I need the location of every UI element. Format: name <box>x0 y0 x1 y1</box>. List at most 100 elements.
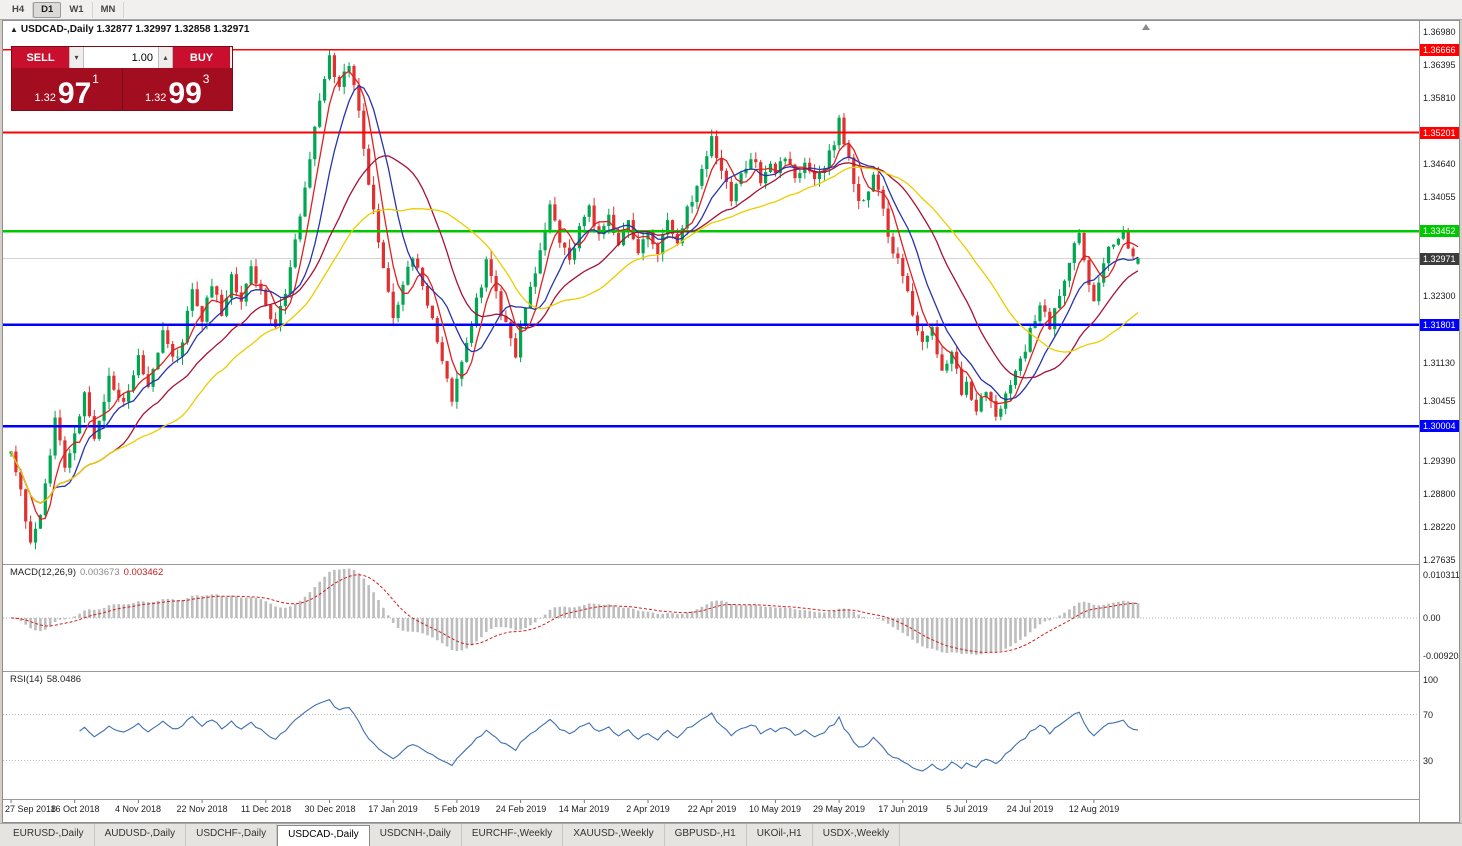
chart-title: ▲ USDCAD-,Daily 1.32877 1.32997 1.32858 1… <box>10 24 249 35</box>
level-price-label: 1.30004 <box>1420 420 1459 432</box>
rsi-line <box>79 698 1139 772</box>
sell-price-pip: 1 <box>92 72 99 86</box>
x-axis-label: 11 Dec 2018 <box>240 804 292 814</box>
price-axis-label: 1.28800 <box>1423 489 1456 499</box>
price-axis[interactable]: 1.36980 1.36395 1.35810 1.34640 1.34055 1.323… <box>1419 21 1460 822</box>
x-axis-label: 14 Mar 2019 <box>558 804 610 814</box>
chart-plot[interactable] <box>3 21 1419 822</box>
timeframe-button-w1[interactable]: W1 <box>61 1 93 18</box>
macd-axis-label: 0.010311 <box>1423 570 1460 580</box>
chart-tab-usdcnh-daily[interactable]: USDCNH-,Daily <box>370 824 462 846</box>
main-macd-divider <box>3 564 1459 565</box>
x-axis-label: 10 May 2019 <box>748 804 802 814</box>
collapse-icon[interactable]: ▲ <box>10 25 18 34</box>
x-axis-label: 5 Feb 2019 <box>434 804 480 814</box>
buy-price[interactable]: 1.32 99 3 <box>123 68 233 110</box>
volume-input[interactable] <box>84 47 158 68</box>
x-axis-label: 24 Feb 2019 <box>495 804 547 814</box>
level-price-label: 1.33452 <box>1420 225 1459 237</box>
caret-down-icon: ▾ <box>74 53 79 62</box>
volume-decrease-button[interactable]: ▾ <box>69 47 84 68</box>
sell-price[interactable]: 1.32 97 1 <box>12 68 122 110</box>
shift-marker-icon <box>1142 24 1150 30</box>
rsi-value: 58.0486 <box>46 674 82 685</box>
macd-axis-label: 0.00 <box>1423 613 1441 623</box>
chart-tab-xauusd-weekly[interactable]: XAUUSD-,Weekly <box>563 824 665 846</box>
chart-tab-eurchf-weekly[interactable]: EURCHF-,Weekly <box>462 824 564 846</box>
chart-ohlc: 1.32877 1.32997 1.32858 1.32971 <box>96 24 250 35</box>
x-axis-label: 22 Nov 2018 <box>176 804 228 814</box>
rsi-axis-label: 30 <box>1423 756 1434 766</box>
chart-tab-gbpusd-h1[interactable]: GBPUSD-,H1 <box>665 824 747 846</box>
caret-up-icon: ▴ <box>163 53 168 62</box>
x-axis-label: 5 Jul 2019 <box>946 804 988 814</box>
chart-symbol: USDCAD-,Daily <box>20 24 94 35</box>
level-price-label: 1.36666 <box>1420 44 1459 56</box>
x-axis-label: 30 Dec 2018 <box>304 804 356 814</box>
price-axis-label: 1.28220 <box>1423 522 1456 532</box>
chart-tab-eurusd-daily[interactable]: EURUSD-,Daily <box>3 824 95 846</box>
x-axis-label: 22 Apr 2019 <box>687 804 737 814</box>
price-axis-label: 1.35810 <box>1423 93 1456 103</box>
x-axis-label: 24 Jul 2019 <box>1006 804 1054 814</box>
price-axis-label: 1.27635 <box>1423 555 1456 565</box>
price-separator <box>121 68 123 110</box>
buy-button[interactable]: BUY <box>173 47 230 68</box>
chart-tab-ukoil-h1[interactable]: UKOil-,H1 <box>747 824 813 846</box>
chart-tab-usdchf-daily[interactable]: USDCHF-,Daily <box>186 824 278 846</box>
macd-label: MACD(12,26,9) <box>10 567 76 578</box>
level-price-label: 1.35201 <box>1420 127 1459 139</box>
macd-signal-line <box>10 574 1138 653</box>
timeframe-button-d1[interactable]: D1 <box>33 1 62 18</box>
sell-price-big: 97 <box>57 77 92 110</box>
price-axis-label: 1.30455 <box>1423 396 1456 406</box>
price-axis-label: 1.34055 <box>1423 192 1456 202</box>
macd-main-value: 0.003673 <box>80 567 120 578</box>
x-axis-label: 12 Aug 2019 <box>1068 804 1120 814</box>
x-axis-label: 4 Nov 2018 <box>114 804 162 814</box>
x-axis-label: 2 Apr 2019 <box>626 804 670 814</box>
price-axis-label: 1.36980 <box>1423 27 1456 37</box>
buy-price-prefix: 1.32 <box>145 92 167 104</box>
chart-tab-usdx-weekly[interactable]: USDX-,Weekly <box>813 824 901 846</box>
level-price-label: 1.31801 <box>1420 319 1459 331</box>
moving-average-21 <box>10 155 1139 504</box>
sell-button[interactable]: SELL <box>12 47 69 68</box>
price-axis-label: 1.32300 <box>1423 291 1456 301</box>
x-axis-label: 17 Jun 2019 <box>878 804 928 814</box>
moving-average-5 <box>10 70 1139 521</box>
x-axis-label: 29 May 2019 <box>812 804 866 814</box>
macd-axis-label: -0.009203 <box>1423 651 1460 661</box>
timeframe-toolbar: H4 D1 W1 MN <box>0 0 1462 20</box>
price-axis-label: 1.29390 <box>1423 456 1456 466</box>
x-axis-label: 27 Sep 2018 <box>5 804 57 814</box>
chart-window: ▲ USDCAD-,Daily 1.32877 1.32997 1.32858 1… <box>2 20 1460 823</box>
price-axis-label: 1.36395 <box>1423 60 1456 70</box>
price-axis-label: 1.34640 <box>1423 159 1456 169</box>
rsi-axis-label: 70 <box>1423 710 1434 720</box>
chart-tab-audusd-daily[interactable]: AUDUSD-,Daily <box>95 824 187 846</box>
rsi-header: RSI(14) 58.0486 <box>10 674 81 685</box>
current-price-label: 1.32971 <box>1420 253 1459 265</box>
rsi-label: RSI(14) <box>10 674 43 685</box>
timeframe-button-mn[interactable]: MN <box>93 1 125 18</box>
chart-tabs-bar: EURUSD-,Daily AUDUSD-,Daily USDCHF-,Daily U… <box>0 823 1462 846</box>
macd-rsi-divider <box>3 671 1459 672</box>
x-axis-label: 17 Jan 2019 <box>368 804 418 814</box>
volume-increase-button[interactable]: ▴ <box>158 47 173 68</box>
price-axis-label: 1.31130 <box>1423 358 1455 368</box>
x-axis-label: 16 Oct 2018 <box>50 804 100 814</box>
buy-price-big: 99 <box>168 77 202 110</box>
buy-price-pip: 3 <box>202 72 210 86</box>
macd-histogram <box>14 568 1140 655</box>
rsi-axis-label: 100 <box>1423 675 1439 685</box>
moving-average-10 <box>10 85 1139 504</box>
rsi-dates-divider <box>3 799 1459 800</box>
sell-price-prefix: 1.32 <box>34 92 56 104</box>
macd-signal-value: 0.003462 <box>123 567 164 578</box>
timeframe-button-h4[interactable]: H4 <box>4 1 34 18</box>
moving-average-34 <box>10 166 1139 504</box>
chart-tab-usdcad-daily[interactable]: USDCAD-,Daily <box>277 825 370 846</box>
